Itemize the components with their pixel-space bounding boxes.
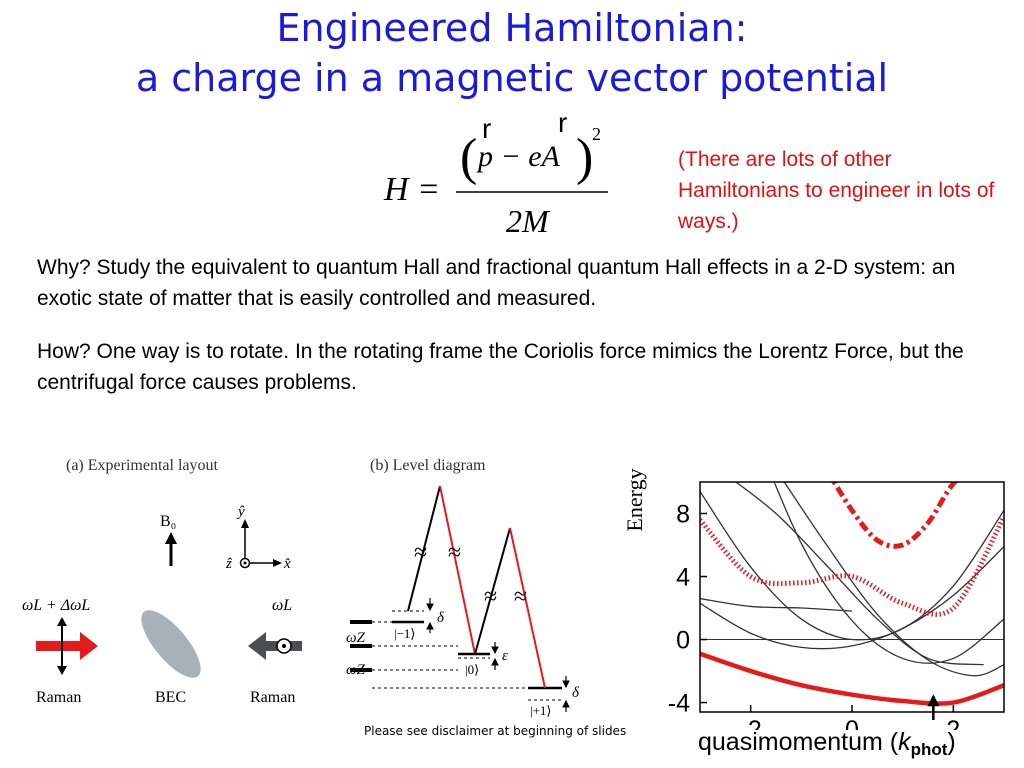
raman-transitions xyxy=(407,485,546,689)
energy-band-chart: 8 4 0 -4 -2 0 2 Energy xyxy=(622,468,1005,730)
x-tick-label-1: 0 xyxy=(845,716,859,730)
left-raman-arrow xyxy=(36,617,98,675)
level-zero: |0⟩ xyxy=(465,662,479,677)
series-group xyxy=(700,482,1004,706)
y-tick-label-1: 4 xyxy=(676,564,690,592)
delta-label-1: δ xyxy=(437,610,445,626)
y-tick-label-2: 0 xyxy=(676,627,690,655)
x-tick-label-2: 2 xyxy=(946,716,960,730)
level-minus-one: |−1⟩ xyxy=(394,626,416,641)
series-line-8 xyxy=(831,482,959,549)
how-paragraph: How? One way is to rotate. In the rotati… xyxy=(37,340,964,394)
figure-a-caption: (a) Experimental layout xyxy=(66,457,218,474)
b-field-arrow xyxy=(165,532,177,566)
level-plus-one: |+1⟩ xyxy=(530,703,552,718)
disclaimer: Please see disclaimer at beginning of sl… xyxy=(364,724,627,738)
level-lines xyxy=(350,610,562,701)
axes-icon xyxy=(239,519,282,569)
y-tick-label-0: 8 xyxy=(676,501,690,529)
why-paragraph: Why? Study the equivalent to quantum Hal… xyxy=(37,256,956,310)
series-line-5 xyxy=(734,482,984,666)
left-raman-label: Raman xyxy=(36,689,81,706)
vector-mark-p: r xyxy=(482,113,491,144)
equation-denominator: 2M xyxy=(506,203,551,239)
right-raman-label: Raman xyxy=(250,689,295,706)
slide-title-line-1: Engineered Hamiltonian: xyxy=(276,6,748,50)
slide-title-line-2: a charge in a magnetic vector potential xyxy=(135,56,889,100)
delta-markers xyxy=(426,598,570,712)
series-line-7 xyxy=(700,515,1004,617)
series-line-1 xyxy=(700,491,1004,641)
side-note: (There are lots of other Hamiltonians to… xyxy=(678,148,995,233)
break-mark-3: ≈ xyxy=(484,584,497,610)
equation-numerator: p − eA xyxy=(476,140,561,173)
right-raman-arrow xyxy=(248,632,302,660)
equation-exponent: 2 xyxy=(592,124,601,144)
break-mark-2: ≈ xyxy=(448,540,461,566)
epsilon-label: ε xyxy=(502,648,508,664)
series-line-0 xyxy=(700,546,1004,650)
right-beam-frequency: ωL xyxy=(272,597,292,614)
series-line-4 xyxy=(783,482,1004,677)
omega-z-label-1: ωZ xyxy=(346,630,366,646)
left-beam-frequency: ωL + ΔωL xyxy=(22,597,90,614)
z-axis-label: ẑ xyxy=(225,556,232,572)
break-mark-1: ≈ xyxy=(414,540,427,566)
x-tick-label-0: -2 xyxy=(740,716,762,730)
break-mark-4: ≈ xyxy=(514,584,527,610)
bec-label: BEC xyxy=(155,689,186,706)
omega-z-label-2: ωZ xyxy=(346,662,366,678)
delta-label-2: δ xyxy=(572,685,580,701)
y-axis-title: Energy xyxy=(622,468,647,531)
x-axis-label: x̂ xyxy=(283,556,291,572)
bec-cloud xyxy=(141,610,201,678)
plot-frame xyxy=(699,481,1005,713)
series-line-6 xyxy=(700,651,1004,706)
hamiltonian-equation: H = ( p − eA ) 2 r r 2M xyxy=(383,110,608,239)
y-tick-label-3: -4 xyxy=(668,690,690,718)
y-axis-label: ŷ xyxy=(236,504,245,520)
paren-open: ( xyxy=(460,129,477,186)
series-line-2 xyxy=(773,482,1004,664)
b-field-label: B₀ xyxy=(160,513,176,530)
vector-mark-a: r xyxy=(558,110,567,138)
series-line-3 xyxy=(700,597,853,612)
figure-b-caption: (b) Level diagram xyxy=(370,457,486,474)
minimum-arrow-head xyxy=(927,694,940,707)
paren-close: ) xyxy=(576,129,593,186)
x-axis-title: quasimomentum (kphot) xyxy=(698,728,956,759)
equation-lhs: H = xyxy=(383,171,440,208)
figure-panels: (a) Experimental layout B₀ ŷ x̂ ẑ ωL + Δ… xyxy=(22,457,580,718)
